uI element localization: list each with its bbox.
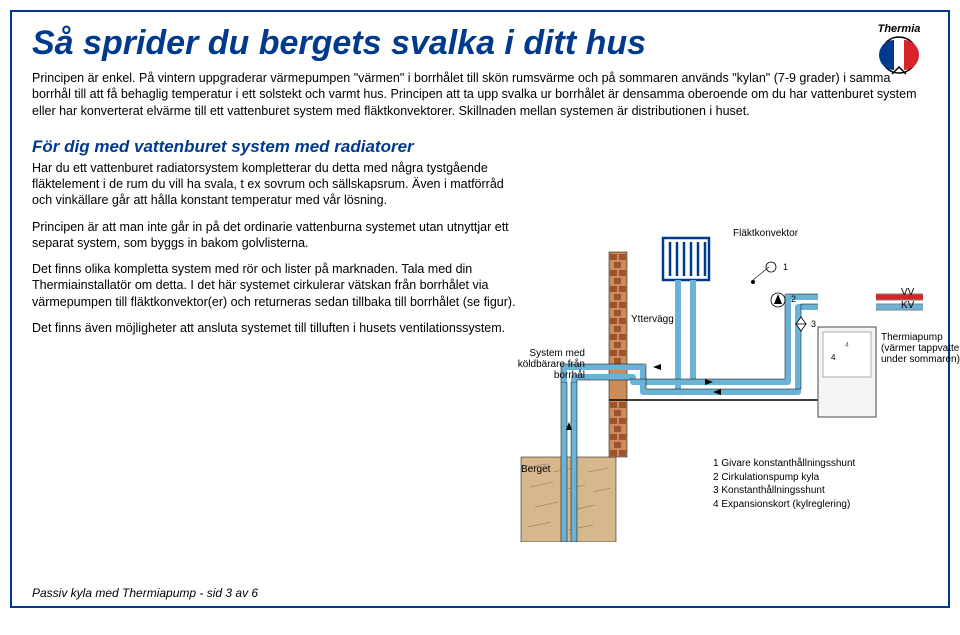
diagram-legend: 1 Givare konstanthållningsshunt 2 Cirkul…: [713, 457, 855, 511]
body-p1: Har du ett vattenburet radiatorsystem ko…: [32, 160, 522, 209]
label-vv: VV: [901, 287, 914, 298]
section-heading: För dig med vattenburet system med radia…: [32, 137, 928, 157]
svg-text:3: 3: [811, 319, 816, 329]
label-system: System med köldbärare från borrhål: [505, 348, 585, 381]
brick-wall: [609, 252, 627, 457]
label-berget: Berget: [521, 464, 550, 475]
body-p4: Det finns även möjligheter att ansluta s…: [32, 320, 522, 336]
body-p3: Det finns olika kompletta system med rör…: [32, 261, 522, 310]
page-footer: Passiv kyla med Thermiapump - sid 3 av 6: [32, 586, 258, 600]
svg-text:1: 1: [783, 262, 788, 272]
legend-4: 4 Expansionskort (kylreglering): [713, 498, 855, 512]
page-title: Så sprider du bergets svalka i ditt hus: [32, 26, 646, 60]
system-diagram: 4: [513, 232, 928, 542]
legend-2: 2 Cirkulationspump kyla: [713, 471, 855, 485]
body-p2: Principen är att man inte går in på det …: [32, 219, 522, 252]
page-frame: Så sprider du bergets svalka i ditt hus …: [10, 10, 950, 608]
thermia-logo: Thermia: [868, 22, 930, 83]
label-pump: Thermiapump (värmer tappvatten under som…: [881, 332, 960, 365]
header: Så sprider du bergets svalka i ditt hus: [32, 26, 928, 60]
svg-text:4: 4: [845, 342, 849, 349]
intro-line-2: På vintern uppgraderar värmepumpen "värm…: [32, 71, 917, 118]
logo-text: Thermia: [878, 23, 921, 35]
legend-1: 1 Givare konstanthållningsshunt: [713, 457, 855, 471]
label-kv: KV: [901, 300, 914, 311]
intro-text: Principen är enkel. På vintern uppgrader…: [32, 70, 928, 119]
legend-3: 3 Konstanthållningsshunt: [713, 484, 855, 498]
svg-text:4: 4: [831, 353, 836, 362]
intro-line-1: Principen är enkel.: [32, 71, 136, 85]
label-yttervagg: Yttervägg: [631, 314, 661, 325]
svg-text:2: 2: [791, 294, 796, 304]
body-text: Har du ett vattenburet radiatorsystem ko…: [32, 160, 522, 346]
label-flaktkonvektor: Fläktkonvektor: [733, 228, 798, 239]
radiator-icon: [663, 238, 709, 280]
